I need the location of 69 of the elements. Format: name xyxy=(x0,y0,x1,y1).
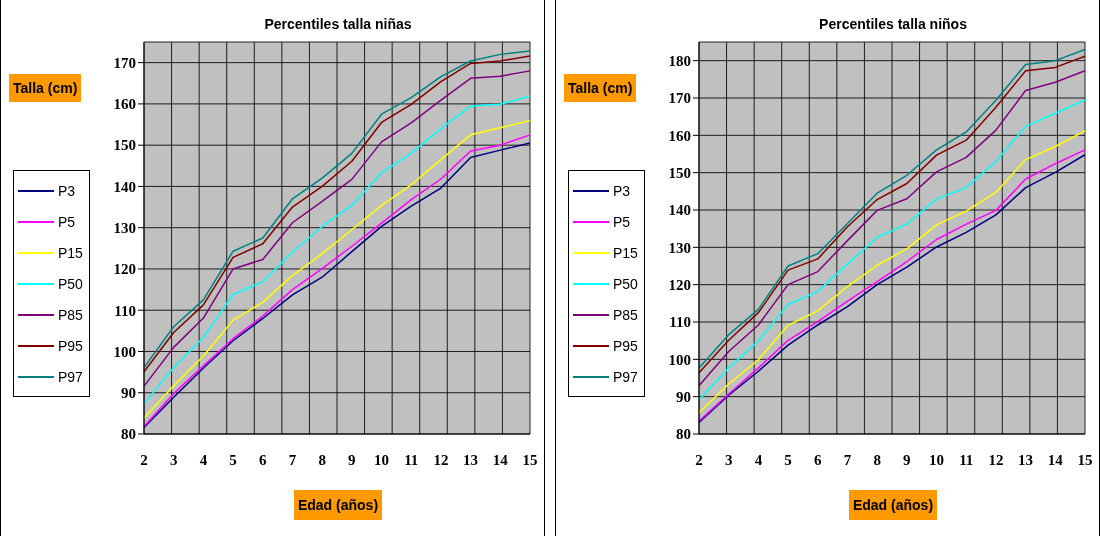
y-tick-label: 160 xyxy=(668,127,691,144)
x-tick-label: 5 xyxy=(784,451,792,468)
y-tick-label: 110 xyxy=(114,302,136,319)
x-tick-label: 11 xyxy=(404,451,419,468)
x-tick-label: 11 xyxy=(959,451,974,468)
legend-label: P97 xyxy=(58,368,83,385)
y-tick-label: 140 xyxy=(668,202,691,219)
legend-label: P85 xyxy=(613,306,638,323)
y-axis-title: Talla (cm) xyxy=(564,74,637,102)
legend-label: P5 xyxy=(613,213,631,230)
legend-label: P3 xyxy=(613,182,631,199)
y-tick-label: 90 xyxy=(121,385,136,402)
y-tick-label: 150 xyxy=(113,137,136,154)
x-tick-label: 8 xyxy=(873,451,881,468)
y-tick-label: 110 xyxy=(669,314,691,331)
x-tick-label: 6 xyxy=(814,451,823,468)
legend-label: P50 xyxy=(613,275,638,292)
y-tick-label: 100 xyxy=(113,343,136,360)
legend-label: P15 xyxy=(613,244,638,261)
x-tick-label: 12 xyxy=(988,451,1004,468)
x-axis-title: Edad (años) xyxy=(293,490,383,520)
x-tick-label: 2 xyxy=(695,451,703,468)
x-tick-label: 6 xyxy=(259,451,268,468)
x-tick-label: 5 xyxy=(229,451,237,468)
x-tick-label: 7 xyxy=(843,451,852,468)
x-tick-label: 15 xyxy=(522,451,538,468)
y-axis-title: Talla (cm) xyxy=(9,74,82,102)
y-tick-label: 150 xyxy=(668,164,691,181)
x-tick-label: 12 xyxy=(433,451,449,468)
x-tick-label: 9 xyxy=(348,451,356,468)
y-tick-label: 120 xyxy=(668,276,691,293)
legend-label: P50 xyxy=(58,275,83,292)
y-tick-label: 130 xyxy=(668,239,691,256)
chart-title: Percentiles talla niñas xyxy=(263,16,413,32)
x-tick-label: 2 xyxy=(140,451,148,468)
x-tick-label: 3 xyxy=(724,451,733,468)
y-tick-label: 130 xyxy=(113,220,136,237)
x-tick-label: 13 xyxy=(1018,451,1034,468)
y-tick-label: 140 xyxy=(113,178,136,195)
legend-label: P85 xyxy=(58,306,83,323)
x-tick-label: 13 xyxy=(463,451,479,468)
x-tick-label: 8 xyxy=(318,451,326,468)
x-tick-label: 10 xyxy=(929,451,945,468)
legend-label: P15 xyxy=(58,244,83,261)
chart-title: Percentiles talla niños xyxy=(818,16,968,32)
x-tick-label: 14 xyxy=(492,451,509,468)
legend-label: P95 xyxy=(613,337,638,354)
legend-label: P95 xyxy=(58,337,83,354)
y-tick-label: 180 xyxy=(668,52,691,69)
x-tick-label: 14 xyxy=(1047,451,1064,468)
x-tick-label: 4 xyxy=(754,451,763,468)
y-tick-label: 170 xyxy=(668,90,691,107)
x-tick-label: 3 xyxy=(169,451,178,468)
legend-label: P97 xyxy=(613,368,638,385)
y-tick-label: 160 xyxy=(113,96,136,113)
x-axis-title: Edad (años) xyxy=(848,490,938,520)
x-tick-label: 4 xyxy=(199,451,208,468)
y-tick-label: 170 xyxy=(113,54,136,71)
y-tick-label: 100 xyxy=(668,351,691,368)
x-tick-label: 10 xyxy=(374,451,390,468)
legend-label: P5 xyxy=(58,213,76,230)
y-tick-label: 80 xyxy=(121,426,136,443)
legend-label: P3 xyxy=(58,182,76,199)
x-tick-label: 15 xyxy=(1077,451,1093,468)
y-tick-label: 120 xyxy=(113,261,136,278)
x-tick-label: 9 xyxy=(903,451,911,468)
y-tick-label: 80 xyxy=(676,426,691,443)
y-tick-label: 90 xyxy=(676,388,691,405)
x-tick-label: 7 xyxy=(288,451,297,468)
